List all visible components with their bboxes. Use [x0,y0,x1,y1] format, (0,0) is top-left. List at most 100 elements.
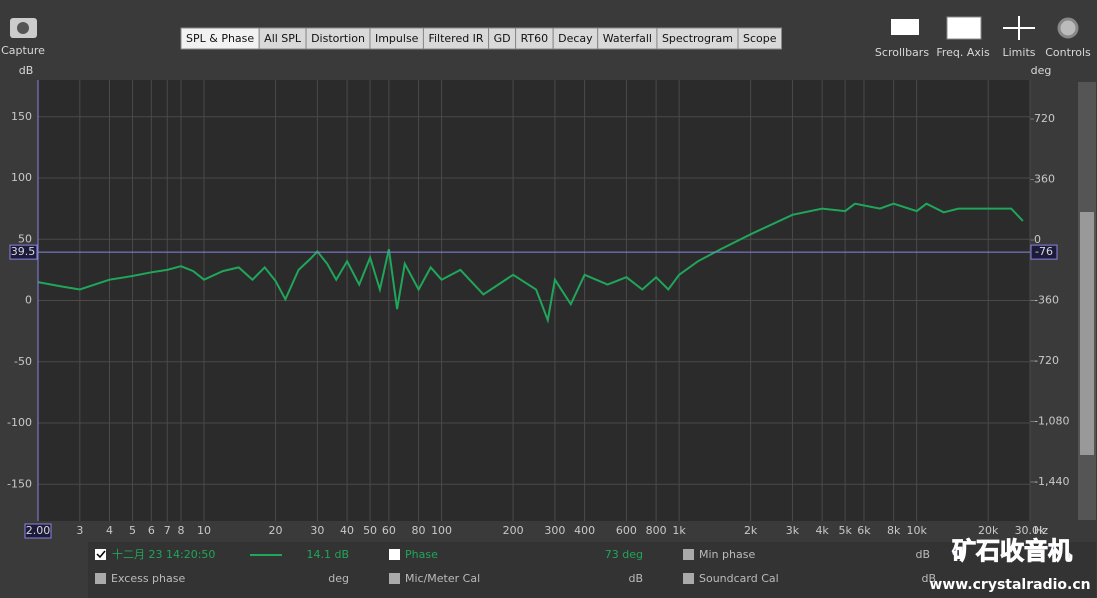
tool-labels: Scrollbars Freq. Axis Limits Controls [875,46,1091,59]
x-tick-label: 600 [616,524,637,537]
tab-label[interactable]: All SPL [264,32,302,45]
mic-cal-label: Mic/Meter Cal [405,572,480,585]
y-tick-label: 0 [25,294,32,307]
scrollbars-icon [891,19,919,35]
y2-axis-unit: deg [1031,64,1052,77]
tool-label[interactable]: Limits [1003,46,1036,59]
tab-label[interactable]: Distortion [311,32,365,45]
x-tick-label: 7 [164,524,171,537]
spl-value: 14.1 dB [306,548,349,561]
checkbox[interactable] [95,549,106,560]
checkbox[interactable] [683,573,694,584]
y2-tick-label: -1,440 [1034,475,1069,488]
x-tick-label: 100 [431,524,452,537]
cursor-y2-box [1030,244,1058,260]
tool-label[interactable]: Controls [1045,46,1091,59]
x-tick-label: 30 [310,524,324,537]
x-tick-label: 80 [412,524,426,537]
excess-phase-unit: deg [328,572,349,585]
tab-label[interactable]: Decay [558,32,593,45]
y-tick-label: -100 [7,416,32,429]
tool-label[interactable]: Scrollbars [875,46,929,59]
series-name: 十二月 23 14:20:50 [112,547,215,561]
y2-tick-label: 720 [1034,112,1055,125]
y-axis-unit: dB [19,64,34,77]
capture-button[interactable]: Capture [1,18,45,57]
scrollbar-thumb[interactable] [1080,212,1094,455]
watermark-title: 矿石收音机 [952,537,1072,565]
phase-label: Phase [405,548,438,561]
spl-line [37,202,1024,324]
x-tick-label: 400 [574,524,595,537]
x-tick-label: 60 [382,524,396,537]
tab-label[interactable]: GD [494,32,511,45]
capture-lens [17,22,29,34]
x-tick-label: 800 [646,524,667,537]
x-tick-label: 6k [857,524,871,537]
cursor-y2-label: -76 [1035,245,1053,258]
x-tick-label: 8 [178,524,185,537]
tab-bar: SPL & Phase All SPL Distortion Impulse Filte… [180,27,783,50]
cursor-y-label: 39.5 [11,245,36,258]
soundcard-cal-unit: dB [921,572,936,585]
checkbox[interactable] [95,573,106,584]
min-phase-unit: dB [915,548,930,561]
x-tick-label: 300 [544,524,565,537]
x-tick-label: 8k [887,524,901,537]
checkbox[interactable] [389,549,400,560]
y-tick-label: 50 [18,232,32,245]
soundcard-cal-label: Soundcard Cal [699,572,779,585]
phase-value: 73 deg [605,548,643,561]
checkbox[interactable] [683,549,694,560]
y-tick-label: 150 [11,110,32,123]
y2-tick-label: -360 [1034,294,1059,307]
x-tick-label: 20 [269,524,283,537]
tab-label[interactable]: SPL & Phase [186,32,254,45]
x-tick-label: 6 [148,524,155,537]
y2-tick-label: 0 [1034,233,1041,246]
y-tick-label: 100 [11,171,32,184]
x-tick-label: 20k [978,524,999,537]
cursor-x-box [24,523,52,539]
x-tick-label: 30.0k [1015,524,1046,537]
legend-panel [88,542,1096,598]
x-tick-label: 3k [786,524,800,537]
tab-label[interactable]: Impulse [375,32,419,45]
y2-tick-label: -720 [1034,354,1059,367]
tool-label[interactable]: Freq. Axis [936,46,990,59]
capture-label[interactable]: Capture [1,44,45,57]
excess-phase-label: Excess phase [111,572,185,585]
cursor-x-label: 2.00 [26,524,51,537]
tab-label[interactable]: Spectrogram [662,32,733,45]
cursor-y-box [9,244,38,260]
chart: dB degHz150100500-50-100-1507203600-360-7… [7,64,1069,539]
y2-tick-label: 360 [1034,172,1055,185]
tab-label[interactable]: Waterfall [603,32,652,45]
x-tick-label: 1k [672,524,686,537]
x-tick-label: 2k [744,524,758,537]
x-tick-label: 200 [503,524,524,537]
tab[interactable] [737,27,783,50]
x-tick-label: 10k [906,524,927,537]
watermark-url: www.crystalradio.cn [929,577,1090,593]
x-tick-label: 5k [838,524,852,537]
check [96,550,106,559]
x-tick-label: 10 [197,524,211,537]
min-phase-label: Min phase [699,548,755,561]
x-tick-label: 4 [106,524,113,537]
y2-tick-label: -1,080 [1034,415,1069,428]
x-tick-label: 3 [76,524,83,537]
tab-label[interactable]: Scope [743,32,777,45]
x-tick-label: 40 [340,524,354,537]
x-tick-label: 50 [363,524,377,537]
controls-icon [1057,17,1079,39]
checkbox[interactable] [389,573,400,584]
tab-label[interactable]: Filtered IR [428,32,483,45]
x-axis-unit: Hz [1034,524,1048,537]
tab-label[interactable]: RT60 [521,32,549,45]
y-tick-label: -150 [7,477,32,490]
freq-axis-icon [946,16,982,40]
mic-cal-unit: dB [628,572,643,585]
